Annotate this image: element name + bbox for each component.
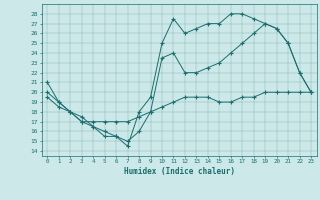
X-axis label: Humidex (Indice chaleur): Humidex (Indice chaleur) <box>124 167 235 176</box>
